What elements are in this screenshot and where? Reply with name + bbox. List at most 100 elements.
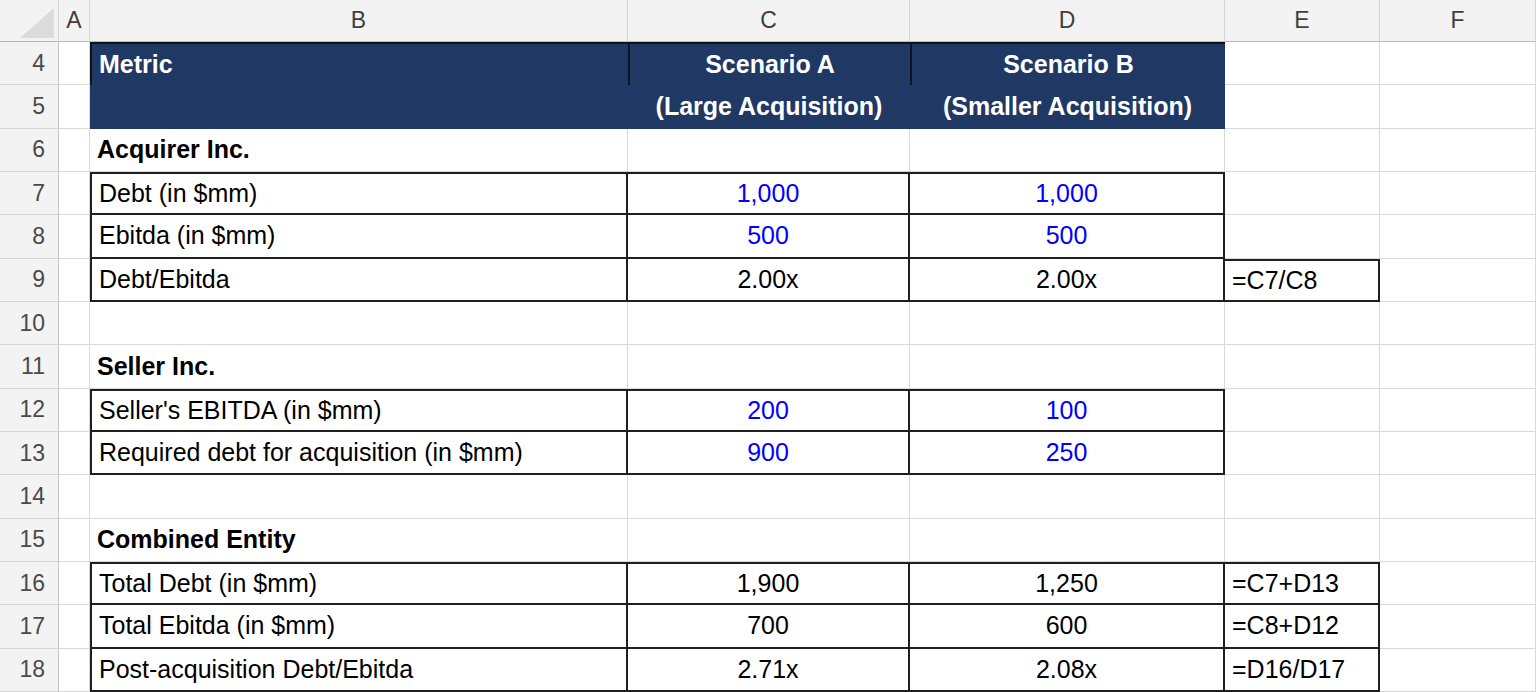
cell-A4[interactable] <box>59 42 90 85</box>
cell-D11[interactable] <box>910 345 1225 388</box>
cell-F8[interactable] <box>1380 215 1536 258</box>
cell-B18-post-leverage-label[interactable]: Post-acquisition Debt/Ebitda <box>90 649 628 692</box>
cell-D13-required-debt-b[interactable]: 250 <box>910 432 1225 475</box>
cell-F4[interactable] <box>1380 42 1536 85</box>
cell-A13[interactable] <box>59 432 90 475</box>
cell-B17-total-ebitda-label[interactable]: Total Ebitda (in $mm) <box>90 605 628 648</box>
row-header-8[interactable]: 8 <box>0 215 59 258</box>
row-header-10[interactable]: 10 <box>0 302 59 345</box>
cell-B8-ebitda-label[interactable]: Ebitda (in $mm) <box>90 215 628 258</box>
cell-C18-post-leverage-a[interactable]: 2.71x <box>628 649 910 692</box>
cell-D15[interactable] <box>910 519 1225 562</box>
cell-E18-post-leverage-formula[interactable]: =D16/D17 <box>1225 649 1380 692</box>
row-header-13[interactable]: 13 <box>0 432 59 475</box>
cell-A15[interactable] <box>59 519 90 562</box>
cell-F5[interactable] <box>1380 85 1536 128</box>
cell-D10[interactable] <box>910 302 1225 345</box>
row-header-7[interactable]: 7 <box>0 172 59 215</box>
cell-F7[interactable] <box>1380 172 1536 215</box>
cell-D5-scenario-b-subheader[interactable]: (Smaller Acquisition) <box>910 85 1225 128</box>
cell-B10[interactable] <box>90 302 628 345</box>
cell-E17-total-ebitda-formula[interactable]: =C8+D12 <box>1225 605 1380 648</box>
row-header-15[interactable]: 15 <box>0 519 59 562</box>
cell-C4-scenario-a-header[interactable]: Scenario A <box>628 42 910 85</box>
cell-E10[interactable] <box>1225 302 1380 345</box>
cell-B5[interactable] <box>90 85 628 128</box>
cell-B7-debt-label[interactable]: Debt (in $mm) <box>90 172 628 215</box>
cell-F14[interactable] <box>1380 475 1536 518</box>
cell-B12-seller-ebitda-label[interactable]: Seller's EBITDA (in $mm) <box>90 389 628 432</box>
cell-D8-ebitda-b[interactable]: 500 <box>910 215 1225 258</box>
cell-B11-seller-title[interactable]: Seller Inc. <box>90 345 628 388</box>
cell-A12[interactable] <box>59 389 90 432</box>
cell-B6-acquirer-title[interactable]: Acquirer Inc. <box>90 129 628 172</box>
cell-C16-total-debt-a[interactable]: 1,900 <box>628 562 910 605</box>
cell-E15[interactable] <box>1225 519 1380 562</box>
cell-E12[interactable] <box>1225 389 1380 432</box>
cell-D4-scenario-b-header[interactable]: Scenario B <box>910 42 1225 85</box>
cell-E6[interactable] <box>1225 129 1380 172</box>
cell-B14[interactable] <box>90 475 628 518</box>
cell-F6[interactable] <box>1380 129 1536 172</box>
cell-D12-seller-ebitda-b[interactable]: 100 <box>910 389 1225 432</box>
cell-F16[interactable] <box>1380 562 1536 605</box>
cell-E13[interactable] <box>1225 432 1380 475</box>
row-header-14[interactable]: 14 <box>0 475 59 518</box>
cell-A18[interactable] <box>59 649 90 692</box>
cell-E9-leverage-formula[interactable]: =C7/C8 <box>1225 259 1380 302</box>
cell-D6[interactable] <box>910 129 1225 172</box>
cell-A5[interactable] <box>59 85 90 128</box>
cell-C5-scenario-a-subheader[interactable]: (Large Acquisition) <box>628 85 910 128</box>
cell-D9-leverage-b[interactable]: 2.00x <box>910 259 1225 302</box>
column-header-D[interactable]: D <box>910 0 1225 42</box>
cell-B4-metric-header[interactable]: Metric <box>90 42 628 85</box>
cell-D17-total-ebitda-b[interactable]: 600 <box>910 605 1225 648</box>
cell-C11[interactable] <box>628 345 910 388</box>
cell-E5[interactable] <box>1225 85 1380 128</box>
cell-A17[interactable] <box>59 605 90 648</box>
row-header-9[interactable]: 9 <box>0 259 59 302</box>
cell-A9[interactable] <box>59 259 90 302</box>
row-header-11[interactable]: 11 <box>0 345 59 388</box>
cell-A8[interactable] <box>59 215 90 258</box>
column-header-C[interactable]: C <box>628 0 910 42</box>
cell-E11[interactable] <box>1225 345 1380 388</box>
row-header-18[interactable]: 18 <box>0 649 59 692</box>
row-header-12[interactable]: 12 <box>0 389 59 432</box>
select-all-button[interactable] <box>0 0 59 42</box>
cell-E16-total-debt-formula[interactable]: =C7+D13 <box>1225 562 1380 605</box>
cell-F10[interactable] <box>1380 302 1536 345</box>
cell-C6[interactable] <box>628 129 910 172</box>
cell-C14[interactable] <box>628 475 910 518</box>
cell-B9-leverage-label[interactable]: Debt/Ebitda <box>90 259 628 302</box>
row-header-17[interactable]: 17 <box>0 605 59 648</box>
column-header-B[interactable]: B <box>90 0 628 42</box>
cell-C10[interactable] <box>628 302 910 345</box>
cell-A11[interactable] <box>59 345 90 388</box>
cell-B15-combined-title[interactable]: Combined Entity <box>90 519 628 562</box>
cell-F13[interactable] <box>1380 432 1536 475</box>
cell-C12-seller-ebitda-a[interactable]: 200 <box>628 389 910 432</box>
cell-A7[interactable] <box>59 172 90 215</box>
cell-D18-post-leverage-b[interactable]: 2.08x <box>910 649 1225 692</box>
cell-F12[interactable] <box>1380 389 1536 432</box>
row-header-16[interactable]: 16 <box>0 562 59 605</box>
cell-C9-leverage-a[interactable]: 2.00x <box>628 259 910 302</box>
cell-C13-required-debt-a[interactable]: 900 <box>628 432 910 475</box>
cell-F15[interactable] <box>1380 519 1536 562</box>
cell-C15[interactable] <box>628 519 910 562</box>
cell-F11[interactable] <box>1380 345 1536 388</box>
cell-F17[interactable] <box>1380 605 1536 648</box>
cell-D16-total-debt-b[interactable]: 1,250 <box>910 562 1225 605</box>
cell-C7-debt-a[interactable]: 1,000 <box>628 172 910 215</box>
cell-E14[interactable] <box>1225 475 1380 518</box>
cell-F18[interactable] <box>1380 649 1536 692</box>
column-header-A[interactable]: A <box>59 0 90 42</box>
row-header-5[interactable]: 5 <box>0 85 59 128</box>
cell-A6[interactable] <box>59 129 90 172</box>
cell-F9[interactable] <box>1380 259 1536 302</box>
cell-B16-total-debt-label[interactable]: Total Debt (in $mm) <box>90 562 628 605</box>
cell-E7[interactable] <box>1225 172 1380 215</box>
cell-E4[interactable] <box>1225 42 1380 85</box>
cell-D14[interactable] <box>910 475 1225 518</box>
